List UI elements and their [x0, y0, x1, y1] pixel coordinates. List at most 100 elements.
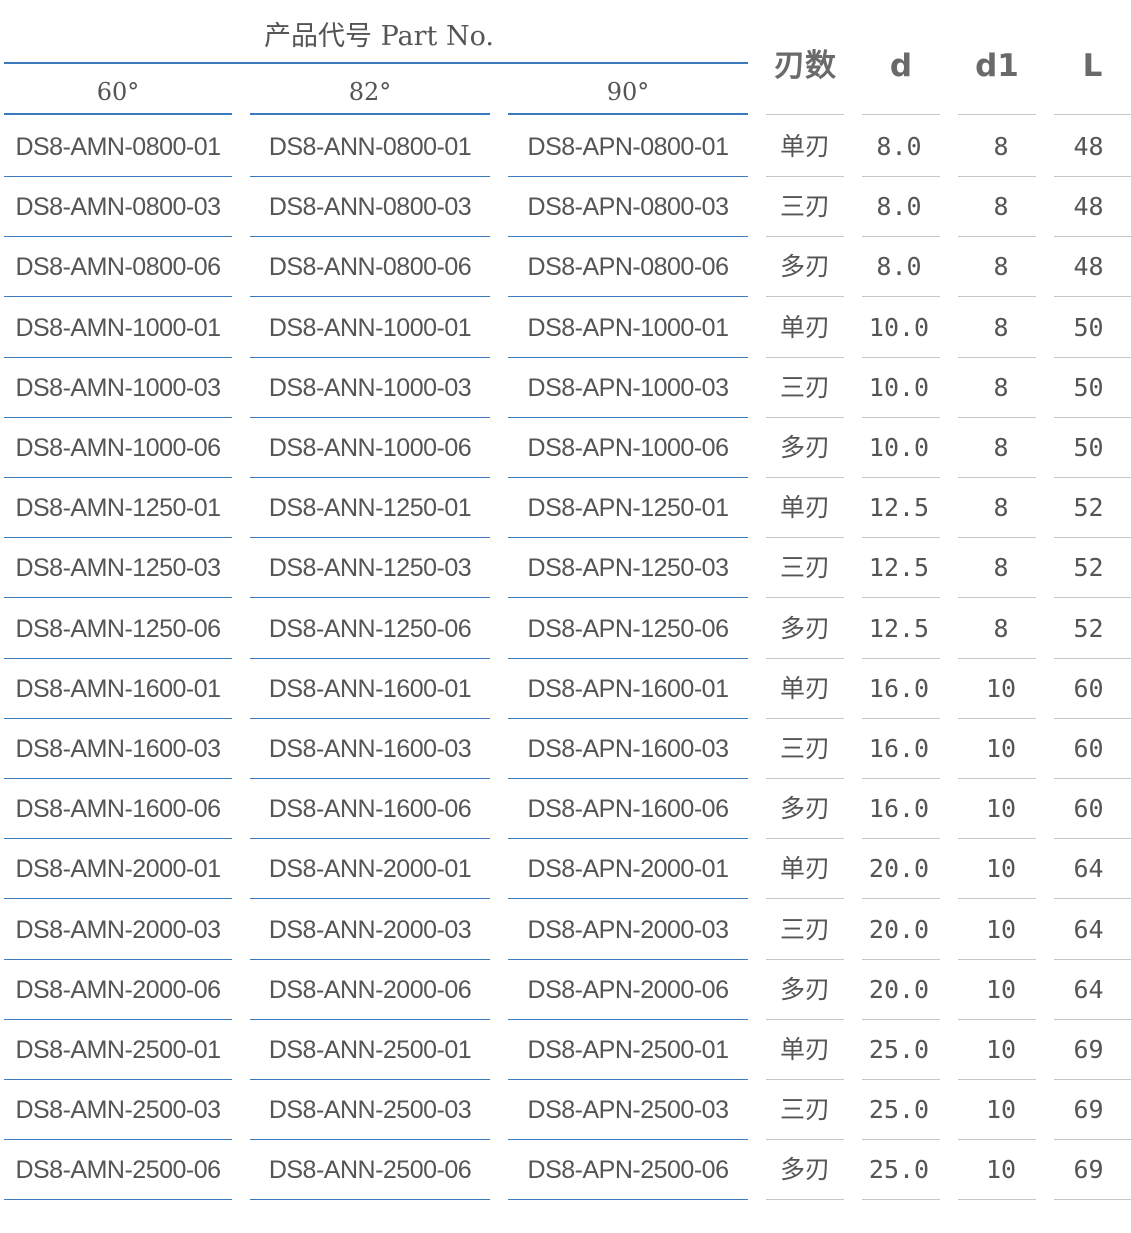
cell-L: 50	[1073, 312, 1104, 342]
cell-part-90-underline	[508, 838, 748, 840]
cell-d: 10.0	[868, 433, 930, 462]
cell-part-82-underline	[250, 778, 490, 779]
cell-part-82: DS8-ANN-2000-01	[268, 855, 472, 884]
cell-d1: 8	[993, 433, 1009, 462]
table-row: DS8-AMN-1600-06 DS8-ANN-1600-06 DS8-APN-16…	[0, 779, 1131, 840]
cell-L-underline	[1054, 356, 1131, 358]
cell-part-82-underline	[250, 477, 490, 478]
table-row: DS8-AMN-2000-06 DS8-ANN-2000-06 DS8-APN-20…	[0, 960, 1131, 1020]
cell-d1-underline	[958, 898, 1036, 900]
cell-part-82: DS8-ANN-1250-03	[268, 554, 472, 583]
cell-part-82: DS8-ANN-2500-01	[268, 1036, 472, 1064]
cell-part-82-underline	[250, 537, 490, 539]
cell-d-underline	[862, 597, 940, 599]
cell-edges: 三刃	[779, 372, 830, 402]
cell-d1: 10	[985, 974, 1017, 1004]
cell-edges-underline	[766, 597, 844, 599]
cell-part-60-underline	[4, 1139, 232, 1141]
cell-d: 25.0	[868, 1095, 930, 1125]
cell-edges: 单刃	[779, 854, 830, 884]
cell-part-82-underline	[250, 416, 490, 418]
cell-part-90-underline	[508, 898, 748, 900]
cell-d: 20.0	[868, 854, 930, 884]
cell-part-90-underline	[508, 477, 748, 478]
cell-d-underline	[862, 1199, 940, 1201]
cell-part-60-underline	[4, 778, 232, 779]
cell-L-underline	[1054, 477, 1131, 478]
cell-part-90-underline	[508, 176, 748, 177]
cell-part-60-underline	[4, 838, 232, 840]
cell-L: 60	[1073, 794, 1104, 824]
cell-part-82: DS8-ANN-2000-03	[268, 915, 472, 944]
table-row: DS8-AMN-0800-03 DS8-ANN-0800-03 DS8-APN-08…	[0, 177, 1131, 238]
cell-part-60: DS8-AMN-2000-03	[15, 915, 221, 944]
cell-d-underline	[862, 537, 940, 539]
cell-part-82-underline	[250, 657, 490, 659]
cell-d-underline	[862, 416, 940, 418]
cell-part-60: DS8-AMN-2500-03	[15, 1096, 221, 1125]
cell-part-90: DS8-APN-2500-06	[527, 1156, 729, 1185]
cell-part-90: DS8-APN-2000-06	[527, 975, 729, 1004]
cell-d1-underline	[958, 597, 1036, 599]
cell-part-60-underline	[4, 1199, 232, 1201]
cell-edges-underline	[766, 1079, 844, 1080]
cell-edges: 三刃	[779, 734, 830, 763]
cell-L: 64	[1073, 914, 1104, 944]
cell-part-90-underline	[508, 778, 748, 779]
cell-edges: 多刃	[779, 252, 830, 282]
cell-d-underline	[862, 778, 940, 779]
cell-d: 16.0	[868, 794, 930, 824]
table-row: DS8-AMN-1000-06 DS8-ANN-1000-06 DS8-APN-10…	[0, 418, 1131, 478]
angle-header-underline-82	[250, 113, 490, 115]
table-row: DS8-AMN-2500-06 DS8-ANN-2500-06 DS8-APN-25…	[0, 1140, 1131, 1201]
cell-d-underline	[862, 176, 940, 177]
cell-d1: 8	[993, 553, 1009, 583]
cell-d-underline	[862, 717, 940, 719]
cell-part-60: DS8-AMN-0800-06	[15, 253, 221, 282]
title-underline	[4, 62, 748, 64]
angle-header-underline-90	[508, 113, 748, 115]
cell-part-60: DS8-AMN-1250-01	[15, 494, 221, 523]
cell-d1-underline	[958, 477, 1036, 478]
header-d1: d1	[975, 48, 1019, 84]
cell-part-90-underline	[508, 356, 748, 358]
header-d: d	[889, 48, 913, 84]
cell-edges: 多刃	[779, 613, 830, 643]
cell-part-90: DS8-APN-1250-06	[527, 614, 729, 643]
cell-d1: 10	[985, 1155, 1017, 1185]
cell-d1-underline	[958, 1139, 1036, 1141]
cell-d: 16.0	[868, 734, 930, 763]
cell-d: 12.5	[868, 493, 930, 523]
table-row: DS8-AMN-2500-03 DS8-ANN-2500-03 DS8-APN-25…	[0, 1080, 1131, 1141]
cell-part-82: DS8-ANN-1000-01	[268, 313, 472, 342]
cell-part-82: DS8-ANN-0800-06	[268, 253, 472, 282]
cell-part-82: DS8-ANN-0800-01	[268, 133, 472, 161]
cell-part-60-underline	[4, 898, 232, 900]
cell-part-60-underline	[4, 477, 232, 478]
cell-L: 64	[1073, 974, 1104, 1004]
angle-header-90: 90°	[606, 78, 650, 106]
cell-part-82-underline	[250, 1079, 490, 1080]
cell-d: 16.0	[868, 673, 930, 703]
cell-part-60-underline	[4, 236, 232, 238]
cell-part-60: DS8-AMN-1000-03	[15, 373, 221, 402]
cell-edges-underline	[766, 356, 844, 358]
cell-part-82: DS8-ANN-2500-06	[268, 1156, 472, 1185]
cell-part-82: DS8-ANN-2500-03	[268, 1096, 472, 1125]
cell-L: 52	[1073, 493, 1104, 523]
cell-d1: 8	[993, 132, 1009, 161]
cell-part-90: DS8-APN-1250-01	[527, 494, 729, 523]
cell-edges-underline	[766, 176, 844, 177]
header-edges: 刃数	[774, 48, 836, 84]
cell-part-90-underline	[508, 717, 748, 719]
cell-L-underline	[1054, 657, 1131, 659]
cell-d1-underline	[958, 958, 1036, 960]
cell-edges-underline	[766, 778, 844, 779]
cell-L: 48	[1073, 192, 1104, 222]
cell-d: 8.0	[876, 252, 922, 282]
cell-part-60-underline	[4, 597, 232, 599]
cell-edges-underline	[766, 296, 844, 298]
cell-part-90: DS8-APN-2000-03	[527, 915, 729, 944]
cell-part-90: DS8-APN-1600-01	[527, 674, 729, 703]
cell-part-82: DS8-ANN-1000-03	[268, 373, 472, 402]
